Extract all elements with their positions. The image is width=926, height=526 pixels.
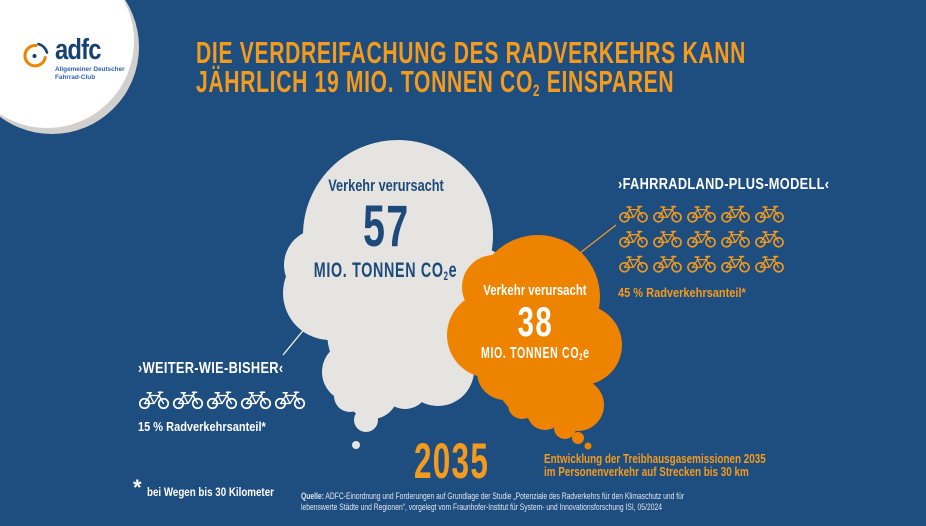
scenario-plus-share: 45 % Radverkehrsanteil* bbox=[618, 286, 746, 300]
bicycle-icon bbox=[206, 391, 238, 410]
source-note: Quelle: ADFC-Einordnung und Forderungen … bbox=[301, 491, 685, 512]
bicycle-icon bbox=[721, 230, 750, 248]
bicycle-icon bbox=[653, 230, 682, 248]
scenario-plus-label: ›FAHRRADLAND-PLUS-MODELL‹ bbox=[618, 176, 830, 193]
bicycle-icon bbox=[721, 205, 750, 223]
thought-bubble-plus bbox=[447, 235, 622, 450]
footnote: * bei Wegen bis 30 Kilometer bbox=[133, 475, 296, 500]
bubble-current-values: Verkehr verursacht 57 MIO. TONNEN CO2e bbox=[296, 176, 476, 283]
bicycle-icon bbox=[240, 391, 272, 410]
bicycle-icon bbox=[755, 255, 784, 273]
bubble-current-unit: MIO. TONNEN CO2e bbox=[314, 259, 458, 283]
bubble-plus-values: Verkehr verursacht 38 MIO. TONNEN CO2e bbox=[445, 282, 625, 363]
year-annotation: 2035 Entwicklung der Treibhausgasemissio… bbox=[414, 433, 825, 489]
connector-line-plus bbox=[579, 224, 617, 254]
title-line-2: JÄHRLICH 19 MIO. TONNEN CO2 EINSPAREN bbox=[196, 64, 675, 100]
bicycle-icon bbox=[653, 205, 682, 223]
bicycle-icon bbox=[619, 205, 648, 223]
source-label: Quelle: bbox=[301, 491, 324, 501]
scenario-current-share: 15 % Radverkehrsanteil* bbox=[138, 420, 266, 434]
bicycle-icon bbox=[138, 391, 170, 410]
bicycle-icon bbox=[172, 391, 204, 410]
bicycle-icon bbox=[755, 205, 784, 223]
bicycle-icon bbox=[755, 230, 784, 248]
bicycle-icon bbox=[619, 230, 648, 248]
bicycle-icon bbox=[653, 255, 682, 273]
bike-grid-plus bbox=[618, 203, 794, 273]
year-description: Entwicklung der Treibhausgasemissionen 2… bbox=[544, 452, 766, 479]
bicycle-icon bbox=[687, 205, 716, 223]
logo-subtitle: Allgemeiner Deutscher Fahrrad-Club bbox=[55, 66, 125, 81]
bubble-plus-value: 38 bbox=[517, 298, 553, 345]
bicycle-icon bbox=[721, 255, 750, 273]
page-title: DIE VERDREIFACHUNG DES RADVERKEHRS KANN … bbox=[196, 35, 926, 100]
bicycle-icon bbox=[274, 391, 306, 410]
footnote-text: bei Wegen bis 30 Kilometer bbox=[146, 487, 274, 499]
adfc-wheel-icon bbox=[23, 42, 49, 68]
bicycle-icon bbox=[687, 230, 716, 248]
thought-bubble-current bbox=[283, 140, 523, 449]
logo-text-block: adfc Allgemeiner Deutscher Fahrrad-Club bbox=[55, 34, 125, 82]
bicycle-icon bbox=[619, 255, 648, 273]
bubble-plus-intro: Verkehr verursacht bbox=[483, 282, 587, 299]
bubble-current-value: 57 bbox=[362, 194, 410, 259]
adfc-logo: adfc Allgemeiner Deutscher Fahrrad-Club bbox=[20, 34, 125, 82]
scenario-plus-group: ›FAHRRADLAND-PLUS-MODELL‹ bbox=[618, 176, 882, 302]
bubble-current-intro: Verkehr verursacht bbox=[328, 176, 444, 195]
logo-brand-name: adfc bbox=[55, 34, 101, 66]
title-line-1: DIE VERDREIFACHUNG DES RADVERKEHRS KANN bbox=[196, 35, 747, 70]
bicycle-icon bbox=[687, 255, 716, 273]
asterisk-symbol: * bbox=[133, 475, 142, 500]
bike-row-current bbox=[138, 388, 320, 410]
scenario-current-group: ›WEITER-WIE-BISHER‹ bbox=[138, 360, 320, 436]
year-value: 2035 bbox=[414, 433, 490, 489]
scenario-current-label: ›WEITER-WIE-BISHER‹ bbox=[138, 360, 284, 377]
bubble-plus-unit: MIO. TONNEN CO2e bbox=[480, 345, 590, 362]
